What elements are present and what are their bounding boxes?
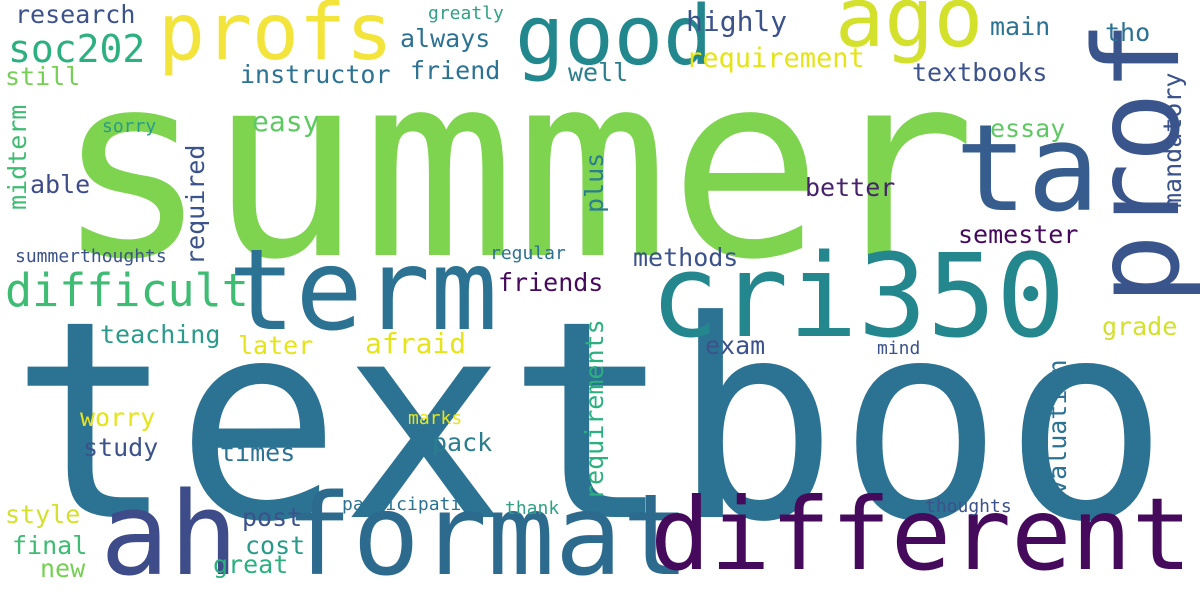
word-summerthoughts: summerthoughts <box>15 246 167 267</box>
word-highly: highly <box>686 5 788 38</box>
word-requirement: requirement <box>686 43 865 74</box>
word-final: final <box>12 531 88 560</box>
word-midterm: midterm <box>3 104 32 210</box>
word-times: times <box>220 438 296 467</box>
word-able: able <box>30 170 91 199</box>
word-good: good <box>515 0 713 84</box>
word-plus: plus <box>580 152 609 213</box>
word-friend: friend <box>410 56 501 85</box>
word-required: required <box>181 144 210 265</box>
word-mandatory: mandatory <box>1158 72 1187 208</box>
word-regular: regular <box>490 243 566 264</box>
word-style: style <box>5 500 81 529</box>
word-research: research <box>15 0 136 29</box>
word-summer: summer <box>55 19 977 316</box>
word-different: different <box>650 476 1192 593</box>
word-always: always <box>400 24 491 53</box>
word-ta: ta <box>955 100 1100 239</box>
word-friends: friends <box>498 268 604 297</box>
word-thoughts: thoughts <box>925 496 1012 517</box>
word-exam: exam <box>705 331 766 360</box>
word-grade: grade <box>1102 312 1178 341</box>
word-later: later <box>238 331 314 360</box>
word-ago: ago <box>835 0 984 66</box>
word-teaching: teaching <box>100 320 221 349</box>
word-soc202: soc202 <box>8 27 146 71</box>
word-essay: essay <box>990 114 1066 143</box>
word-cri350: cri350 <box>650 230 1066 364</box>
word-term: term <box>228 226 498 356</box>
word-ah: ah <box>100 468 239 600</box>
word-difficult: difficult <box>5 264 249 317</box>
word-pack: pack <box>432 428 493 457</box>
word-post: post <box>242 503 303 532</box>
word-textbook: textbook <box>10 262 1200 582</box>
word-participation: participation <box>342 494 483 515</box>
word-textbooks: textbooks <box>912 58 1048 87</box>
word-evaluation: evaluation <box>1043 359 1072 510</box>
word-main: main <box>990 12 1051 41</box>
word-well: well <box>568 58 629 87</box>
word-requirements: requirements <box>580 319 609 500</box>
word-cost: cost <box>245 531 306 560</box>
word-worry: worry <box>80 403 156 432</box>
word-marks: marks <box>408 408 463 429</box>
word-methods: methods <box>633 243 739 272</box>
word-instructor: instructor <box>240 60 391 89</box>
word-great: great <box>213 550 289 579</box>
word-sorry: sorry <box>102 116 157 137</box>
word-mind: mind <box>877 338 921 359</box>
word-easy: easy <box>252 105 320 138</box>
word-semester: semester <box>958 220 1079 249</box>
word-greatly: greatly <box>428 3 504 24</box>
word-tho: tho <box>1105 18 1151 47</box>
word-afraid: afraid <box>365 327 467 360</box>
word-study: study <box>83 433 159 462</box>
word-new: new <box>40 554 86 583</box>
word-still: still <box>5 62 81 91</box>
word-format: format <box>285 471 690 600</box>
word-thank: thank <box>505 498 560 519</box>
word-better: better <box>805 173 896 202</box>
word-profs: profs <box>158 0 393 78</box>
